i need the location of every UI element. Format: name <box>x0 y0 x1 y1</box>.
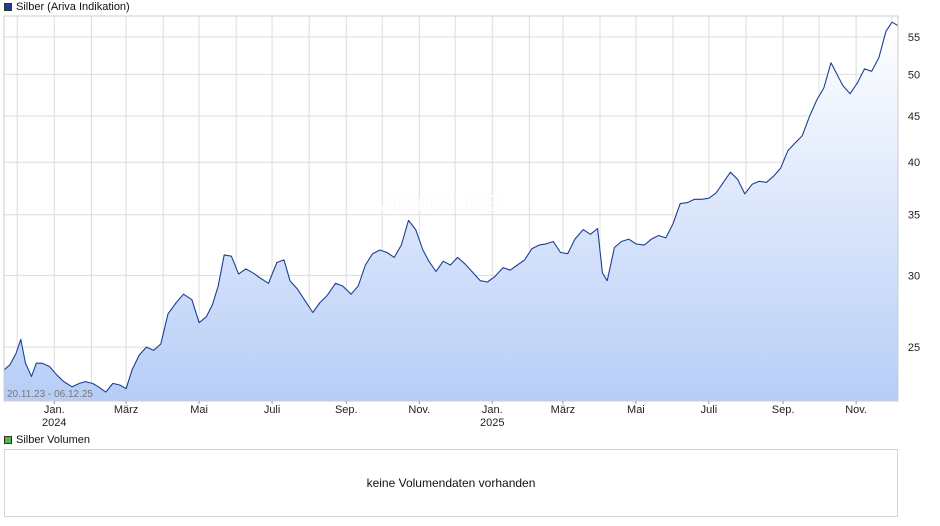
x-tick-year-label: 2025 <box>480 417 504 429</box>
series-area <box>4 22 898 401</box>
x-tick-label: Juli <box>264 404 281 416</box>
legend-price: Silber (Ariva Indikation) <box>4 0 130 14</box>
y-tick-label: 25 <box>908 342 920 354</box>
series-line <box>3 21 899 393</box>
x-tick-label: Sep. <box>772 404 795 416</box>
y-tick-label: 40 <box>908 157 920 169</box>
x-tick-label: Mai <box>190 404 208 416</box>
legend-volume-swatch <box>4 436 12 444</box>
volume-empty-message: keine Volumendaten vorhanden <box>366 476 536 490</box>
x-tick-year-label: 2024 <box>42 417 66 429</box>
x-tick-label: März <box>551 404 575 416</box>
x-tick-label: Nov. <box>408 404 430 416</box>
plot-frame <box>3 15 899 402</box>
y-tick-label: 55 <box>908 32 920 44</box>
x-tick-label: Sep. <box>335 404 358 416</box>
legend-volume: Silber Volumen <box>4 433 90 447</box>
legend-price-swatch <box>4 3 12 11</box>
y-tick-label: 45 <box>908 111 920 123</box>
x-tick-label: Nov. <box>845 404 867 416</box>
y-tick-label: 35 <box>908 210 920 222</box>
x-tick-label: Juli <box>701 404 718 416</box>
volume-panel: keine Volumendaten vorhanden <box>4 449 898 517</box>
y-tick-label: 30 <box>908 270 920 282</box>
x-tick-label: Jan. <box>482 404 503 416</box>
watermark-logo: ARIVA.DE <box>380 190 501 217</box>
y-tick-label: 50 <box>908 69 920 81</box>
x-tick-label: Jan. <box>44 404 65 416</box>
legend-price-label: Silber (Ariva Indikation) <box>16 1 130 13</box>
date-range-label: 20.11.23 - 06.12.25 <box>7 389 93 400</box>
x-tick-label: März <box>114 404 138 416</box>
x-tick-label: Mai <box>627 404 645 416</box>
legend-volume-label: Silber Volumen <box>16 434 90 446</box>
